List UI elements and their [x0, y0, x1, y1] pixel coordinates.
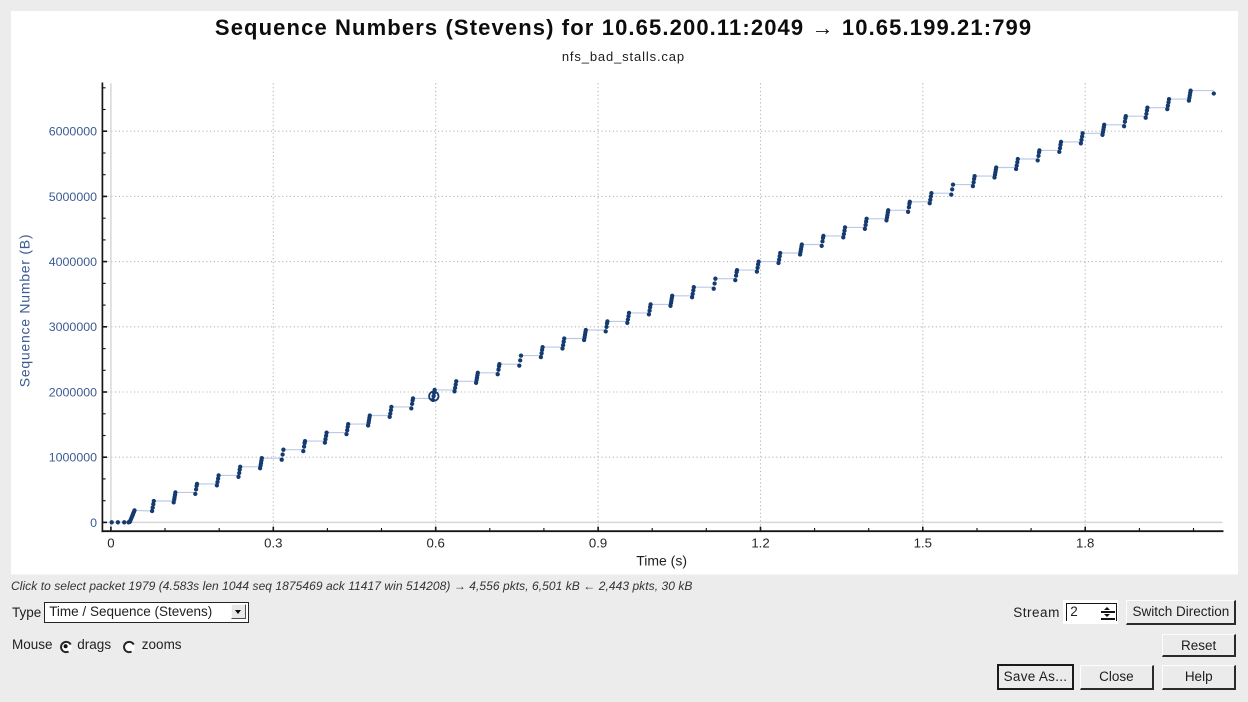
- svg-text:0: 0: [107, 535, 114, 550]
- svg-text:6000000: 6000000: [49, 125, 97, 139]
- svg-text:1.5: 1.5: [914, 535, 932, 550]
- svg-text:Sequence Numbers (Stevens) for: Sequence Numbers (Stevens) for 10.65.200…: [215, 15, 1032, 40]
- svg-text:nfs_bad_stalls.cap: nfs_bad_stalls.cap: [562, 49, 685, 64]
- svg-text:1000000: 1000000: [49, 451, 97, 465]
- svg-text:Sequence Number (B): Sequence Number (B): [16, 234, 32, 388]
- svg-text:0.3: 0.3: [264, 535, 282, 550]
- svg-text:3000000: 3000000: [49, 320, 97, 334]
- svg-text:0.6: 0.6: [427, 535, 445, 550]
- svg-text:4000000: 4000000: [49, 255, 97, 269]
- svg-text:5000000: 5000000: [49, 190, 97, 204]
- svg-text:Time (s): Time (s): [636, 552, 687, 568]
- svg-text:1.8: 1.8: [1076, 535, 1094, 550]
- svg-text:0: 0: [90, 516, 97, 530]
- svg-text:1.2: 1.2: [751, 535, 769, 550]
- svg-text:2000000: 2000000: [49, 385, 97, 399]
- svg-text:0.9: 0.9: [589, 535, 607, 550]
